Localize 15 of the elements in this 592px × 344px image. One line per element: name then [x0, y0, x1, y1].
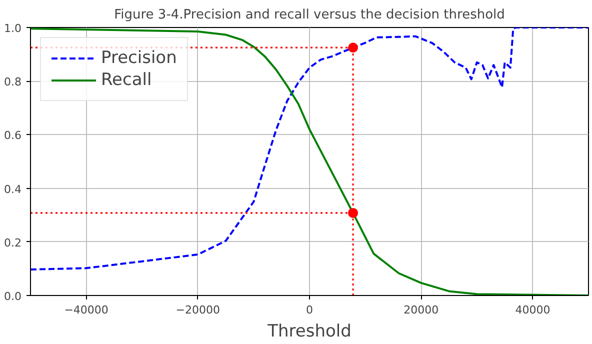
x-tick-label: −40000 [64, 304, 108, 316]
x-axis-title: Threshold [266, 322, 352, 342]
y-tick-label: 0.8 [4, 76, 22, 89]
legend-label: Precision [101, 48, 177, 68]
x-tick-label: −20000 [176, 304, 220, 316]
y-tick-label: 1.0 [4, 22, 22, 35]
y-tick-label: 0.4 [4, 182, 22, 196]
x-tick-label: 0 [306, 304, 313, 316]
y-tick-label: 0.6 [4, 129, 22, 142]
chart-title: Figure 3-4.Precision and recall versus the decision threshold [114, 8, 505, 22]
y-tick-label: 0.2 [4, 236, 22, 250]
y-tick-label: 0.0 [4, 290, 22, 303]
legend-label: Recall [101, 70, 152, 90]
x-tick-label: 20000 [404, 304, 439, 316]
x-tick-label: 40000 [515, 304, 550, 316]
